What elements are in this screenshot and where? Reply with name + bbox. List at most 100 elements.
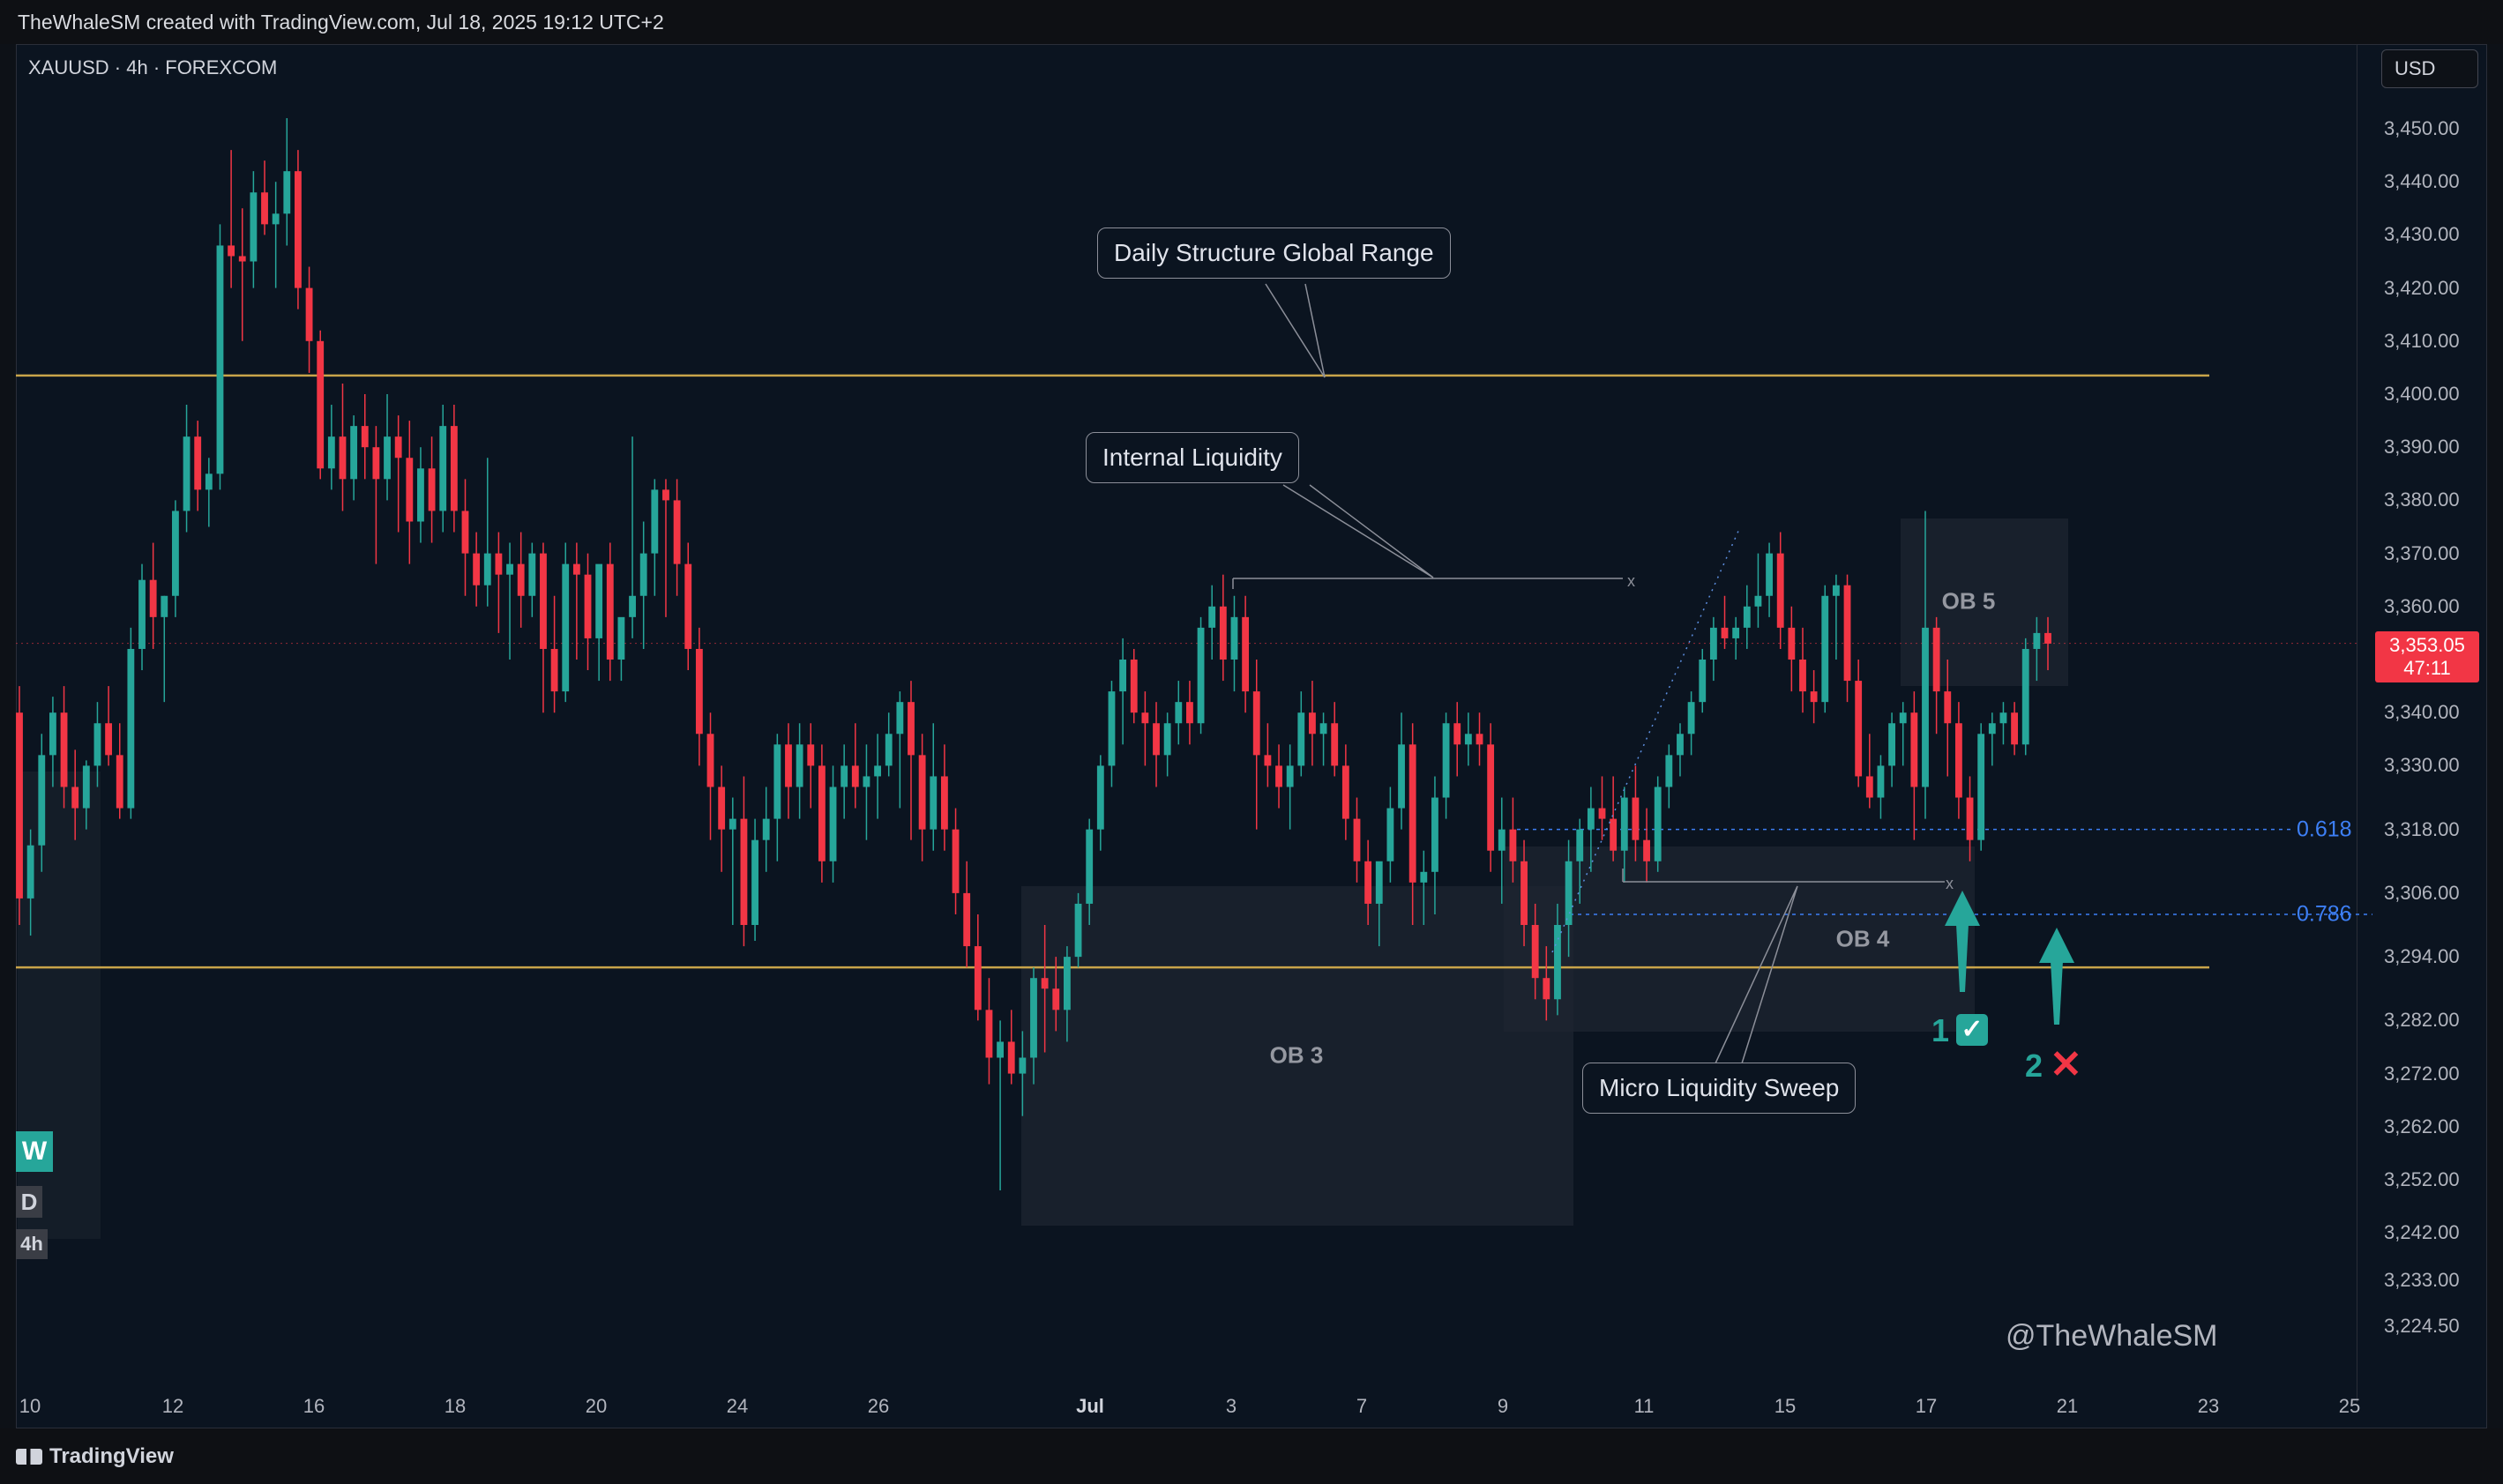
candle-body <box>930 776 938 830</box>
date-tick-label: 24 <box>726 1395 749 1417</box>
candle-body <box>1821 595 1829 703</box>
arrow-up-1[interactable] <box>1945 891 1980 992</box>
tradingview-logo[interactable]: TradingView <box>16 1444 174 1469</box>
candle-body <box>473 553 481 585</box>
candle-body <box>706 734 714 787</box>
candle-body <box>1208 606 1216 628</box>
candle-body <box>49 712 56 756</box>
price-tick-label: 3,380.00 <box>2384 488 2460 511</box>
candle-body <box>183 436 191 511</box>
candle-body <box>974 946 982 1010</box>
candle-body <box>572 563 580 575</box>
candle-body <box>38 755 46 846</box>
candle-body <box>1531 925 1539 979</box>
ob5-label: OB 5 <box>1941 587 1996 615</box>
date-tick-label: 17 <box>1915 1395 1938 1417</box>
candle-body <box>82 765 90 809</box>
candle-body <box>617 616 625 660</box>
date-tick-label: 21 <box>2056 1395 2079 1417</box>
candle-body <box>194 436 202 490</box>
date-tick-label: 7 <box>1356 1395 1368 1417</box>
candle-body <box>639 553 647 596</box>
candle-body <box>1977 734 1985 840</box>
candle-body <box>1620 797 1628 851</box>
candle-body <box>1754 595 1762 607</box>
candle-body <box>1264 755 1272 766</box>
candle-body <box>1677 734 1684 756</box>
candle-body <box>1375 861 1383 904</box>
candle-body <box>1030 978 1037 1058</box>
candle-body <box>417 468 424 522</box>
candle-body <box>350 426 358 480</box>
date-tick-label: 12 <box>161 1395 184 1417</box>
date-tick-label: 11 <box>1633 1395 1655 1417</box>
candle-body <box>272 213 280 225</box>
candle-body <box>317 340 325 469</box>
candle-body <box>1687 702 1695 735</box>
candle-body <box>105 723 113 756</box>
candle-body <box>550 648 558 692</box>
candle-body <box>885 734 893 766</box>
candle-body <box>228 245 235 257</box>
symbol-legend[interactable]: XAUUSD · 4h · FOREXCOM <box>28 56 278 78</box>
price-tick-label: 3,420.00 <box>2384 276 2460 299</box>
micro-sweep-callout[interactable]: Micro Liquidity Sweep <box>1582 1063 1857 1114</box>
candle-body <box>796 744 803 787</box>
price-tick-label: 3,262.00 <box>2384 1115 2460 1137</box>
internal-liquidity-pointer <box>1282 484 1434 578</box>
candle-body <box>1275 765 1282 787</box>
candle-body <box>896 702 904 735</box>
fib-618-label: 0.618 <box>2297 817 2352 842</box>
candle-body <box>295 171 302 288</box>
candle-body <box>1341 765 1349 819</box>
ob3-zone <box>1021 886 1573 1226</box>
candle-body <box>1899 712 1907 724</box>
candle-body <box>60 712 68 787</box>
candle-body <box>172 511 179 596</box>
daily-range-callout[interactable]: Daily Structure Global Range <box>1097 227 1451 279</box>
ob4-label: OB 4 <box>1835 925 1890 952</box>
candle-body <box>818 765 826 861</box>
currency-button[interactable]: USD <box>2381 49 2478 88</box>
candle-body <box>205 474 213 490</box>
candle-body <box>1319 723 1327 735</box>
candle-body <box>261 192 268 225</box>
candle-body <box>1665 755 1673 787</box>
price-tick-label: 3,252.00 <box>2384 1167 2460 1190</box>
candle-body <box>339 436 347 480</box>
candle-body <box>1398 744 1405 809</box>
candle-body <box>1464 734 1472 745</box>
date-tick-label: 23 <box>2197 1395 2220 1417</box>
candle-body <box>1442 723 1450 798</box>
arrow-up-2[interactable] <box>2039 928 2074 1025</box>
candle-body <box>394 436 402 459</box>
candle-body <box>751 839 758 925</box>
internal-liquidity-callout[interactable]: Internal Liquidity <box>1086 432 1299 483</box>
candle-body <box>71 787 79 809</box>
candle-body <box>1420 871 1428 883</box>
arrow-up-2-shaft <box>2051 961 2063 1025</box>
candle-body <box>305 287 313 341</box>
candle-body <box>384 436 391 480</box>
candle-body <box>1810 691 1818 703</box>
candle-body <box>1096 765 1104 830</box>
price-tick-label: 3,360.00 <box>2384 594 2460 617</box>
candle-body <box>1041 978 1049 989</box>
author-watermark: @TheWhaleSM <box>2006 1319 2218 1353</box>
price-tick-label: 3,294.00 <box>2384 945 2460 968</box>
date-tick-label: 25 <box>2338 1395 2361 1417</box>
date-tick-label: Jul <box>1076 1395 1104 1417</box>
price-tick-label: 3,242.00 <box>2384 1221 2460 1244</box>
timeframe-badge-d: D <box>16 1186 42 1218</box>
candle-body <box>1309 712 1316 735</box>
candle-body <box>1242 616 1250 692</box>
candle-body <box>740 818 748 925</box>
candle-body <box>1966 797 1974 840</box>
candle-body <box>1576 829 1584 861</box>
candle-body <box>841 765 848 787</box>
candle-body <box>439 426 447 511</box>
candle-body <box>1509 829 1517 861</box>
candle-body <box>773 744 781 819</box>
candle-body <box>1353 818 1361 861</box>
